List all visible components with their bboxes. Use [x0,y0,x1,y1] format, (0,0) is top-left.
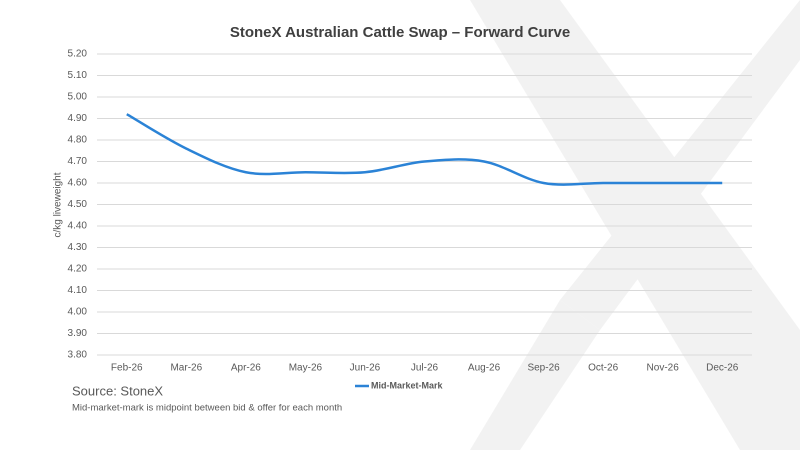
line-series [126,113,723,186]
x-tick-label: Aug-26 [468,363,501,374]
source: Source: StoneX [72,383,163,398]
y-axis-label: c/kg liveweight [53,172,64,237]
y-tick-label: 4.70 [68,156,88,167]
y-tick-label: 4.60 [68,178,88,189]
y-tick-label: 4.40 [68,221,88,232]
note: Mid-market-mark is midpoint between bid … [72,403,342,414]
x-tick-label: Sep-26 [527,363,560,374]
x-tick-label: Oct-26 [588,363,618,374]
y-tick-label: 4.50 [68,199,88,210]
watermark [470,0,800,450]
y-tick-label: 4.90 [68,113,88,124]
x-tick-label: Feb-26 [111,363,143,374]
y-tick-label: 3.80 [68,350,88,361]
y-tick-label: 5.10 [68,70,88,81]
y-tick-label: 4.80 [68,135,88,146]
y-tick-label: 5.20 [68,49,88,60]
x-tick-label: Jul-26 [411,363,439,374]
x-tick-label: May-26 [289,363,323,374]
chart-title: StoneX Australian Cattle Swap – Forward … [230,24,570,41]
x-tick-label: Nov-26 [647,363,680,374]
y-tick-label: 4.20 [68,264,88,275]
y-tick-label: 4.30 [68,242,88,253]
x-tick-label: Jun-26 [350,363,381,374]
y-tick-label: 4.00 [68,307,88,318]
x-tick-label: Apr-26 [231,363,261,374]
y-tick-label: 5.00 [68,92,88,103]
y-tick-label: 3.90 [68,328,88,339]
x-tick-label: Dec-26 [706,363,739,374]
y-tick-label: 4.10 [68,285,88,296]
legend-label: Mid-Market-Mark [371,380,444,390]
x-tick-label: Mar-26 [170,363,202,374]
